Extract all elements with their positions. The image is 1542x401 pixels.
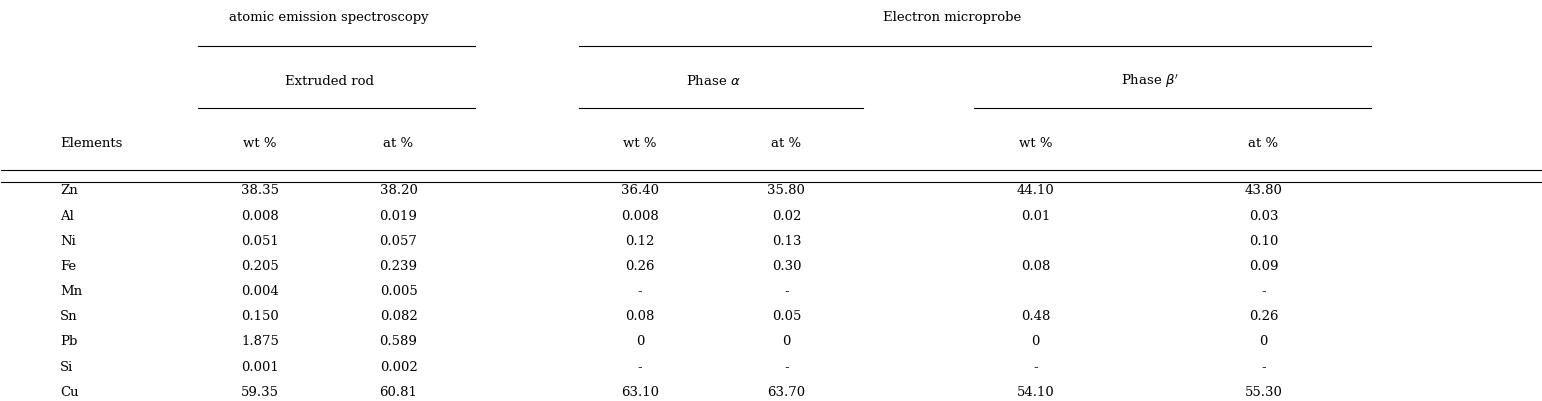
Text: 0.12: 0.12 bbox=[626, 234, 655, 247]
Text: Electron microprobe: Electron microprobe bbox=[882, 11, 1021, 24]
Text: 0.005: 0.005 bbox=[379, 284, 418, 298]
Text: 0.03: 0.03 bbox=[1249, 209, 1278, 222]
Text: 0: 0 bbox=[1032, 334, 1039, 348]
Text: 54.10: 54.10 bbox=[1016, 385, 1055, 398]
Text: Zn: Zn bbox=[60, 184, 77, 197]
Text: -: - bbox=[1033, 360, 1038, 373]
Text: 55.30: 55.30 bbox=[1244, 385, 1283, 398]
Text: 0.001: 0.001 bbox=[241, 360, 279, 373]
Text: 38.20: 38.20 bbox=[379, 184, 418, 197]
Text: Fe: Fe bbox=[60, 259, 76, 272]
Text: Phase $\beta'$: Phase $\beta'$ bbox=[1121, 72, 1178, 90]
Text: 0.10: 0.10 bbox=[1249, 234, 1278, 247]
Text: 0.30: 0.30 bbox=[771, 259, 802, 272]
Text: 0.205: 0.205 bbox=[241, 259, 279, 272]
Text: wt %: wt % bbox=[1019, 136, 1053, 149]
Text: 0.239: 0.239 bbox=[379, 259, 418, 272]
Text: at %: at % bbox=[771, 136, 802, 149]
Text: at %: at % bbox=[384, 136, 413, 149]
Text: -: - bbox=[1261, 284, 1266, 298]
Text: 0.08: 0.08 bbox=[626, 310, 655, 322]
Text: -: - bbox=[1261, 360, 1266, 373]
Text: Mn: Mn bbox=[60, 284, 82, 298]
Text: 0.08: 0.08 bbox=[1021, 259, 1050, 272]
Text: wt %: wt % bbox=[244, 136, 276, 149]
Text: 0.019: 0.019 bbox=[379, 209, 418, 222]
Text: 0.008: 0.008 bbox=[621, 209, 658, 222]
Text: 0.057: 0.057 bbox=[379, 234, 418, 247]
Text: 63.10: 63.10 bbox=[621, 385, 658, 398]
Text: at %: at % bbox=[1249, 136, 1278, 149]
Text: 35.80: 35.80 bbox=[768, 184, 805, 197]
Text: 0.150: 0.150 bbox=[241, 310, 279, 322]
Text: -: - bbox=[783, 360, 788, 373]
Text: -: - bbox=[783, 284, 788, 298]
Text: 44.10: 44.10 bbox=[1016, 184, 1055, 197]
Text: 38.35: 38.35 bbox=[241, 184, 279, 197]
Text: 36.40: 36.40 bbox=[621, 184, 658, 197]
Text: 0: 0 bbox=[1260, 334, 1268, 348]
Text: wt %: wt % bbox=[623, 136, 657, 149]
Text: 63.70: 63.70 bbox=[768, 385, 805, 398]
Text: 0.01: 0.01 bbox=[1021, 209, 1050, 222]
Text: -: - bbox=[638, 284, 643, 298]
Text: Si: Si bbox=[60, 360, 72, 373]
Text: Extruded rod: Extruded rod bbox=[285, 75, 373, 87]
Text: -: - bbox=[638, 360, 643, 373]
Text: 0.13: 0.13 bbox=[771, 234, 802, 247]
Text: 0.26: 0.26 bbox=[626, 259, 655, 272]
Text: 0.589: 0.589 bbox=[379, 334, 418, 348]
Text: 43.80: 43.80 bbox=[1244, 184, 1283, 197]
Text: 0.26: 0.26 bbox=[1249, 310, 1278, 322]
Text: 0: 0 bbox=[635, 334, 645, 348]
Text: 0.02: 0.02 bbox=[771, 209, 802, 222]
Text: 0.05: 0.05 bbox=[771, 310, 802, 322]
Text: 59.35: 59.35 bbox=[241, 385, 279, 398]
Text: 0.051: 0.051 bbox=[241, 234, 279, 247]
Text: Ni: Ni bbox=[60, 234, 76, 247]
Text: Sn: Sn bbox=[60, 310, 77, 322]
Text: 0.09: 0.09 bbox=[1249, 259, 1278, 272]
Text: 0.002: 0.002 bbox=[379, 360, 418, 373]
Text: 0.008: 0.008 bbox=[241, 209, 279, 222]
Text: Pb: Pb bbox=[60, 334, 77, 348]
Text: 1.875: 1.875 bbox=[241, 334, 279, 348]
Text: Elements: Elements bbox=[60, 136, 122, 149]
Text: Cu: Cu bbox=[60, 385, 79, 398]
Text: atomic emission spectroscopy: atomic emission spectroscopy bbox=[230, 11, 429, 24]
Text: Phase $\alpha$: Phase $\alpha$ bbox=[686, 74, 740, 88]
Text: 0.004: 0.004 bbox=[241, 284, 279, 298]
Text: 0.082: 0.082 bbox=[379, 310, 418, 322]
Text: Al: Al bbox=[60, 209, 74, 222]
Text: 60.81: 60.81 bbox=[379, 385, 418, 398]
Text: 0.48: 0.48 bbox=[1021, 310, 1050, 322]
Text: 0: 0 bbox=[782, 334, 791, 348]
